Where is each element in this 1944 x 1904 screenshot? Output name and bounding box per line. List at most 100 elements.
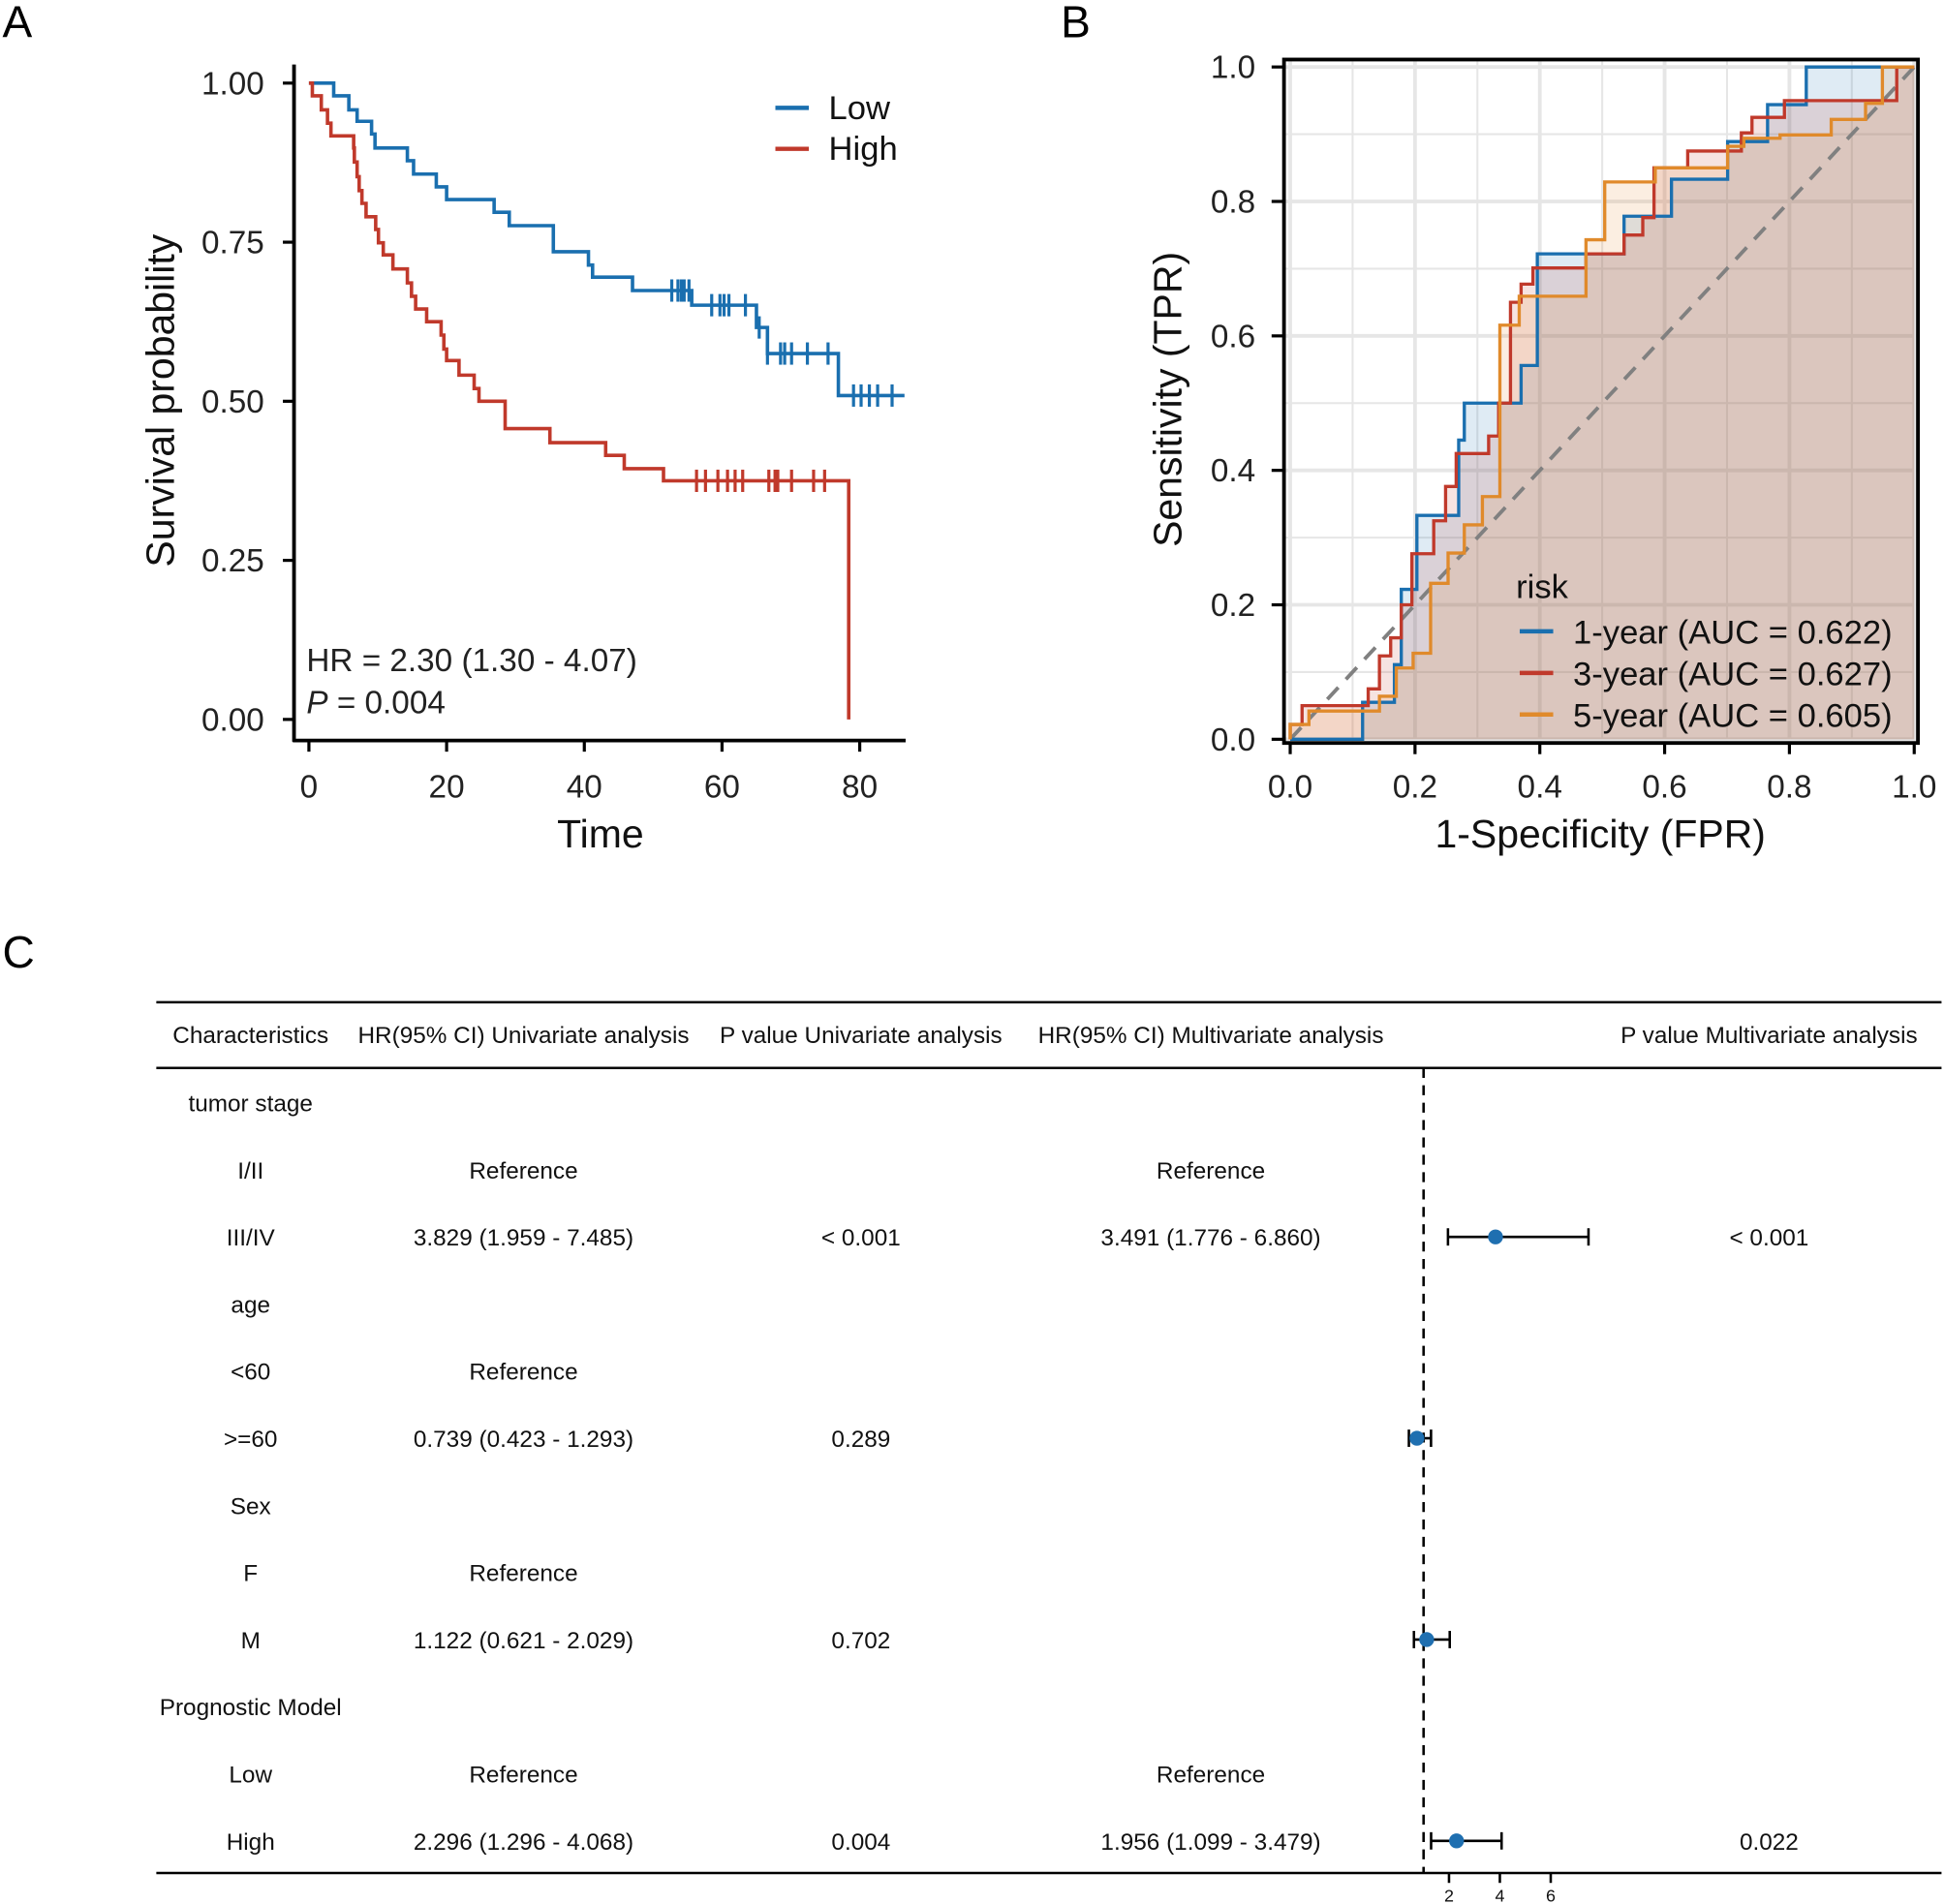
panel-label-a: A <box>3 0 33 46</box>
forest-point-estimate <box>1449 1833 1465 1849</box>
km-x-tick-label: 80 <box>842 770 878 806</box>
forest-point-estimate <box>1419 1632 1435 1647</box>
roc-panel-border <box>1281 57 1921 746</box>
km-x-tick-label: 40 <box>567 770 602 806</box>
roc-curve-3-year <box>1288 65 1915 740</box>
table-cell-p-uni: 0.702 <box>831 1628 890 1654</box>
km-legend-label-low: Low <box>829 90 891 127</box>
table-cell-hr-multi: Reference <box>1157 1762 1265 1788</box>
roc-legend-label: 5-year (AUC = 0.605) <box>1573 698 1893 735</box>
roc-curve-1-year <box>1290 65 1915 742</box>
km-x-tick-label: 60 <box>704 770 740 806</box>
table-cell-hr-uni: 3.829 (1.959 - 7.485) <box>414 1225 633 1251</box>
table-cell-label: Sex <box>231 1493 271 1520</box>
roc-legend-title: risk <box>1516 568 1568 605</box>
km-x-tick-label: 20 <box>429 770 465 806</box>
forest-x-tick-label: 2 <box>1444 1886 1454 1904</box>
table-row: age <box>231 1292 270 1318</box>
table-cell-p-multi: < 0.001 <box>1729 1225 1808 1251</box>
table-cell-p-uni: < 0.001 <box>821 1225 901 1251</box>
roc-legend-label: 3-year (AUC = 0.627) <box>1573 657 1893 693</box>
table-cell-hr-uni: 2.296 (1.296 - 4.068) <box>414 1829 633 1856</box>
table-cell-label: F <box>243 1561 258 1587</box>
panel-label-c: C <box>3 927 35 977</box>
km-x-axis-title: Time <box>557 812 644 856</box>
roc-x-tick-label: 0.6 <box>1642 770 1686 806</box>
table-header-cell: P value Multivariate analysis <box>1620 1023 1918 1049</box>
forest-x-tick-label: 4 <box>1495 1886 1504 1904</box>
km-curve-low <box>308 81 905 398</box>
km-p-annotation: P = 0.004 <box>306 685 446 721</box>
table-header-cell: Characteristics <box>172 1023 328 1049</box>
km-y-tick-label: 0.00 <box>201 702 264 738</box>
table-row: Sex <box>231 1493 271 1520</box>
table-row: Prognostic Model <box>160 1695 342 1721</box>
roc-diagonal-reference <box>1288 65 1916 741</box>
table-header-cell: HR(95% CI) Univariate analysis <box>357 1023 689 1049</box>
table-cell-label: III/IV <box>227 1225 276 1251</box>
table-row: III/IV 3.829 (1.959 - 7.485) < 0.001 3.491 … <box>227 1225 1809 1251</box>
table-row: F Reference <box>243 1561 577 1587</box>
table-cell-hr-multi: Reference <box>1157 1158 1265 1184</box>
table-cell-label: age <box>231 1292 270 1318</box>
roc-y-axis-title: Sensitivity (TPR) <box>1145 252 1189 547</box>
km-y-tick-label: 1.00 <box>201 66 264 102</box>
forest-table: Characteristics HR(95% CI) Univariate ana… <box>156 1000 1942 1904</box>
roc-x-tick-label: 1.0 <box>1892 770 1936 806</box>
roc-x-tick-label: 0.8 <box>1767 770 1811 806</box>
table-row: tumor stage <box>188 1091 312 1118</box>
table-cell-hr-uni: Reference <box>469 1360 577 1386</box>
table-row: I/II Reference Reference <box>237 1158 1265 1184</box>
table-cell-hr-uni: 0.739 (0.423 - 1.293) <box>414 1427 633 1453</box>
roc-x-axis-title: 1-Specificity (FPR) <box>1435 812 1765 856</box>
km-p-value: = 0.004 <box>337 685 446 721</box>
table-cell-label: High <box>227 1829 275 1856</box>
roc-legend-label: 1-year (AUC = 0.622) <box>1573 615 1893 652</box>
table-cell-p-uni: 0.004 <box>831 1829 890 1856</box>
table-cell-label: Low <box>229 1762 272 1788</box>
table-cell-label: M <box>241 1628 261 1654</box>
table-cell-label: <60 <box>231 1360 270 1386</box>
roc-y-tick-label: 0.0 <box>1211 722 1255 758</box>
table-row: M 1.122 (0.621 - 2.029) 0.702 <box>241 1628 1452 1654</box>
roc-y-tick-label: 0.4 <box>1211 453 1255 489</box>
roc-x-tick-label: 0.0 <box>1268 770 1312 806</box>
table-cell-label: >=60 <box>224 1427 277 1453</box>
roc-x-tick-label: 0.4 <box>1518 770 1562 806</box>
km-y-tick-label: 0.75 <box>201 226 264 261</box>
km-y-tick-label: 0.50 <box>201 384 264 420</box>
roc-y-tick-label: 0.6 <box>1211 319 1255 354</box>
table-cell-hr-uni: Reference <box>469 1561 577 1587</box>
table-row: Low Reference Reference <box>229 1762 1265 1788</box>
roc-y-tick-label: 0.2 <box>1211 588 1255 624</box>
table-cell-hr-uni: 1.122 (0.621 - 2.029) <box>414 1628 633 1654</box>
table-row: >=60 0.739 (0.423 - 1.293) 0.289 <box>224 1427 1433 1453</box>
km-p-label: P <box>306 685 327 721</box>
table-cell-p-uni: 0.289 <box>831 1427 890 1453</box>
km-y-tick-label: 0.25 <box>201 543 264 579</box>
roc-curve-5-year <box>1288 65 1915 740</box>
table-cell-hr-uni: Reference <box>469 1762 577 1788</box>
table-cell-hr-uni: Reference <box>469 1158 577 1184</box>
table-row: <60 Reference <box>231 1360 578 1386</box>
panel-label-b: B <box>1061 0 1091 46</box>
table-cell-label: I/II <box>237 1158 263 1184</box>
roc-x-tick-label: 0.2 <box>1393 770 1437 806</box>
table-header-cell: HR(95% CI) Multivariate analysis <box>1038 1023 1384 1049</box>
roc-y-tick-label: 1.0 <box>1211 50 1255 86</box>
km-hr-annotation: HR = 2.30 (1.30 - 4.07) <box>306 643 636 679</box>
roc-panel-background <box>1283 59 1919 744</box>
km-legend-label-high: High <box>829 131 898 168</box>
table-cell-label: tumor stage <box>188 1091 312 1118</box>
km-x-tick-label: 0 <box>300 770 319 806</box>
table-cell-label: Prognostic Model <box>160 1695 342 1721</box>
table-header-cell: P value Univariate analysis <box>720 1023 1003 1049</box>
km-survival-plot: Time Survival probability HR = 2.30 (1.3… <box>138 64 906 856</box>
roc-plot: 1-Specificity (FPR) Sensitivity (TPR) 1-… <box>1145 50 1936 856</box>
forest-x-tick-label: 6 <box>1546 1886 1556 1904</box>
forest-point-estimate <box>1488 1229 1503 1244</box>
km-curve-high <box>308 81 851 720</box>
table-cell-hr-multi: 3.491 (1.776 - 6.860) <box>1100 1225 1320 1251</box>
table-cell-hr-multi: 1.956 (1.099 - 3.479) <box>1100 1829 1320 1856</box>
